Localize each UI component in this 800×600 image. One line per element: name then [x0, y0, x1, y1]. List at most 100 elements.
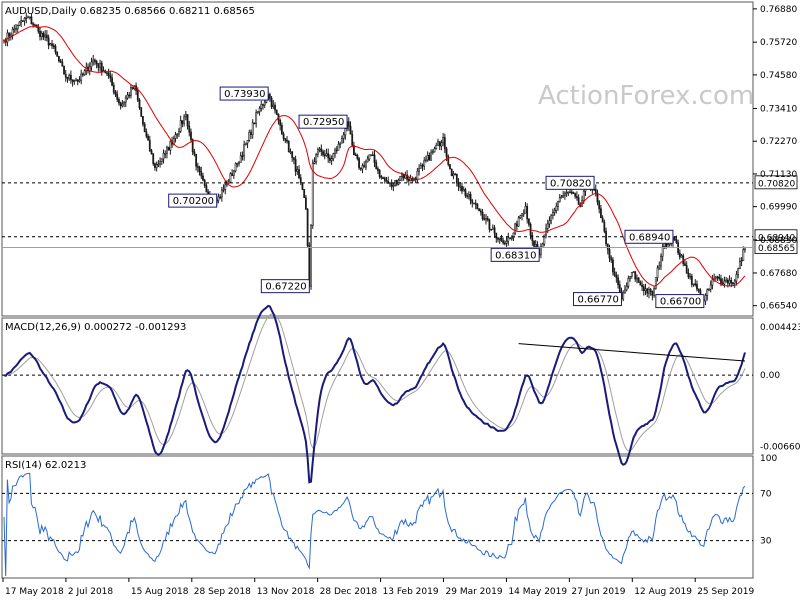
candle — [155, 161, 158, 172]
candle — [461, 182, 463, 194]
candle — [697, 288, 700, 293]
candle — [138, 98, 141, 110]
candle — [510, 235, 513, 241]
candle — [359, 167, 362, 172]
candle — [483, 214, 486, 221]
candle — [435, 142, 438, 150]
candle — [442, 133, 445, 147]
candle — [380, 174, 383, 180]
candle — [467, 191, 470, 200]
candle — [639, 280, 642, 286]
candle — [323, 149, 326, 160]
candle — [550, 213, 553, 225]
candle — [341, 135, 343, 144]
candle — [455, 173, 458, 187]
candle — [738, 257, 741, 270]
candle — [696, 280, 698, 292]
candle — [330, 155, 333, 166]
candle — [33, 23, 36, 27]
candle — [287, 140, 290, 153]
candle — [648, 286, 650, 299]
candle — [660, 253, 662, 271]
candle — [418, 164, 420, 176]
candle — [274, 102, 276, 114]
candle — [291, 151, 294, 162]
candle — [112, 82, 115, 95]
candle — [725, 276, 728, 283]
candle — [119, 101, 122, 110]
candle — [382, 176, 384, 179]
candle — [292, 157, 295, 165]
candle — [682, 253, 685, 267]
candle — [193, 148, 196, 157]
price-annotation: 0.66700 — [655, 294, 705, 309]
candle — [397, 178, 400, 186]
candle — [711, 274, 714, 290]
svg-text:0.68310: 0.68310 — [495, 250, 536, 261]
price-axis-label: 0.74580 — [760, 71, 797, 81]
candle — [596, 189, 599, 206]
date-axis-label: 13 Feb 2019 — [383, 587, 439, 597]
candle — [368, 154, 371, 162]
candle — [610, 255, 613, 263]
candle — [147, 133, 149, 141]
macd-trendline — [518, 343, 746, 362]
candle — [394, 180, 396, 187]
candle — [375, 159, 378, 170]
candle — [262, 103, 264, 110]
candle — [107, 68, 110, 79]
candle — [632, 271, 635, 274]
candle — [694, 279, 697, 287]
candle — [39, 27, 41, 41]
candle — [217, 193, 220, 204]
candle — [42, 31, 45, 41]
candle — [202, 172, 204, 182]
candle — [507, 232, 510, 246]
candle — [430, 149, 433, 161]
candle — [318, 146, 321, 153]
candle — [651, 290, 654, 301]
candle — [239, 151, 242, 163]
candle — [162, 149, 165, 164]
candle — [714, 275, 717, 281]
candle — [392, 182, 395, 192]
date-axis-label: 12 Aug 2019 — [634, 587, 692, 597]
candle — [286, 136, 288, 144]
candle — [531, 232, 534, 246]
price-axis-label: 0.73410 — [760, 104, 797, 114]
candle — [18, 21, 21, 27]
candle — [71, 79, 74, 87]
candle — [606, 243, 609, 255]
candle — [653, 286, 655, 298]
candle — [563, 191, 566, 200]
candle — [622, 290, 625, 302]
candle — [167, 146, 170, 151]
symbol-line: AUDUSD,Daily 0.68235 0.68566 0.68211 0.6… — [5, 6, 255, 17]
candle — [28, 16, 31, 20]
price-axis-label: 0.76880 — [760, 5, 797, 15]
candle — [522, 209, 525, 217]
candle — [203, 178, 206, 188]
candle — [109, 71, 112, 83]
candle — [656, 265, 659, 282]
candle — [195, 153, 198, 171]
candle — [15, 24, 17, 34]
candle — [476, 203, 479, 210]
candle — [687, 268, 690, 279]
candle — [140, 107, 143, 118]
candle — [102, 66, 105, 73]
candle — [517, 216, 520, 227]
candle — [54, 44, 57, 55]
candle — [389, 182, 391, 188]
candle — [503, 240, 506, 246]
candle — [594, 184, 597, 197]
candle — [23, 16, 26, 26]
macd-axis-label: 0.004423 — [760, 323, 800, 333]
candle — [558, 193, 561, 203]
candle — [13, 24, 16, 33]
candle — [275, 109, 278, 116]
candle — [464, 187, 467, 198]
candle — [154, 162, 156, 171]
candle — [44, 30, 47, 41]
candle — [462, 186, 465, 192]
